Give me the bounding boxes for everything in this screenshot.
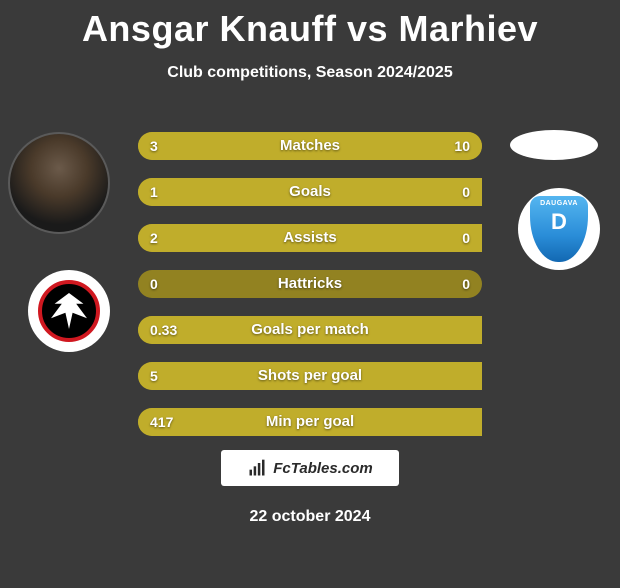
daugava-shield-icon: DAUGAVA D [530,196,588,262]
stat-label: Assists [138,224,482,252]
comparison-title: Ansgar Knauff vs Marhiev [0,8,620,50]
stat-row: 5Shots per goal [138,362,482,390]
comparison-date: 22 october 2024 [0,508,620,526]
stat-label: Shots per goal [138,362,482,390]
stat-row: 10Goals [138,178,482,206]
stats-bars-container: 310Matches 10Goals 20Assists 00Hattricks 0.3… [138,132,482,454]
chart-icon [247,458,267,478]
watermark-text: FcTables.com [273,460,372,477]
shield-letter: D [551,209,567,235]
shield-top-text: DAUGAVA [540,200,578,207]
stat-label: Min per goal [138,408,482,436]
eintracht-ring-icon [38,280,100,342]
player-left-avatar [8,132,110,234]
stat-row: 00Hattricks [138,270,482,298]
stat-label: Hattricks [138,270,482,298]
stat-label: Goals [138,178,482,206]
stat-row: 310Matches [138,132,482,160]
stat-label: Matches [138,132,482,160]
watermark-badge: FcTables.com [221,450,399,486]
stat-row: 20Assists [138,224,482,252]
stat-label: Goals per match [138,316,482,344]
comparison-subtitle: Club competitions, Season 2024/2025 [0,64,620,82]
stat-row: 417Min per goal [138,408,482,436]
club-right-logo: DAUGAVA D [518,188,600,270]
club-left-logo [28,270,110,352]
player-right-avatar [510,130,598,160]
stat-row: 0.33Goals per match [138,316,482,344]
eagle-icon [51,293,87,329]
